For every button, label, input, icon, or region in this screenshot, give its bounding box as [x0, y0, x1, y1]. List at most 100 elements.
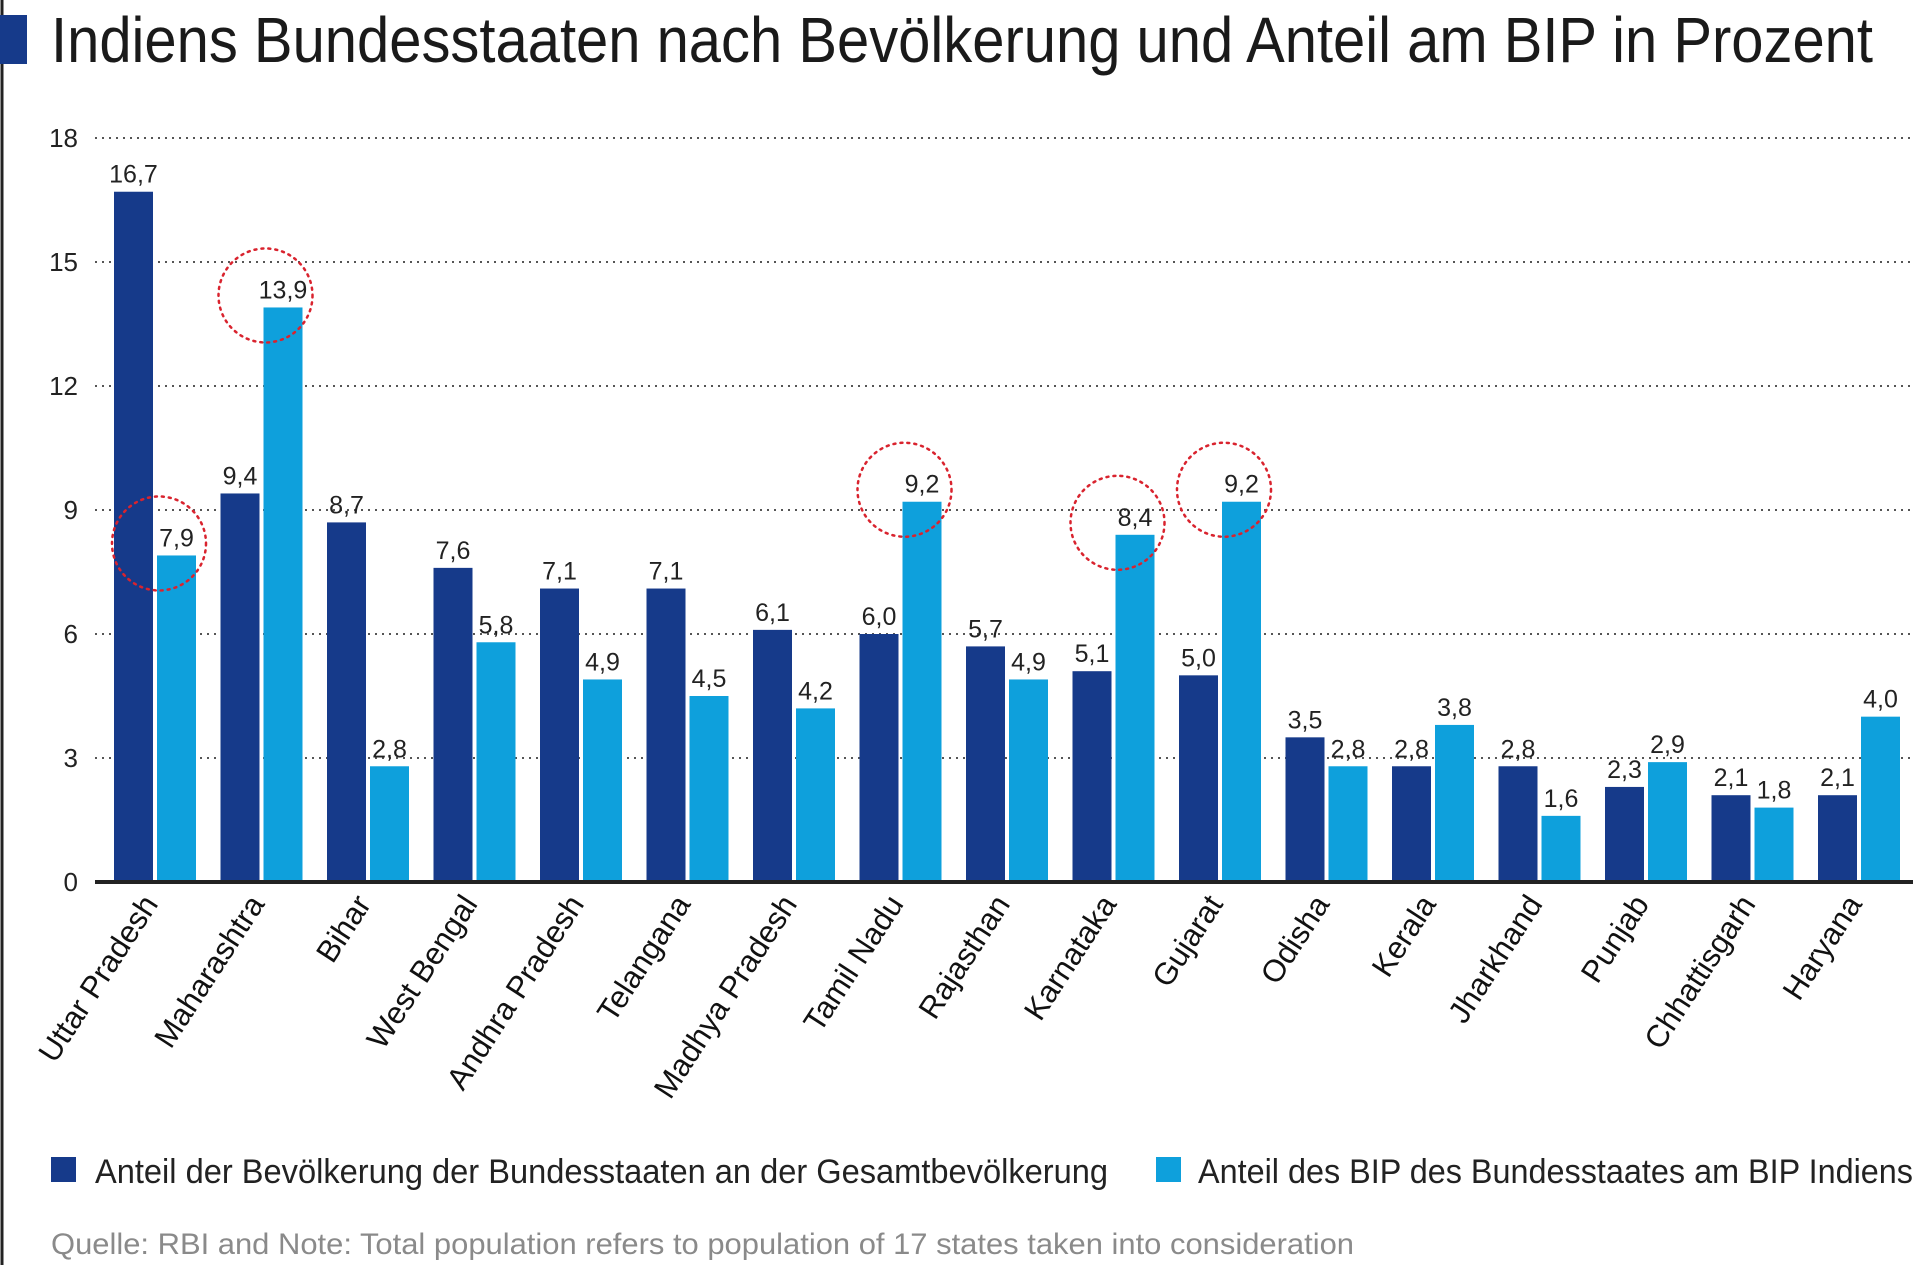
highlight-circle — [1069, 474, 1166, 572]
x-tick-label: Karnataka — [1017, 888, 1124, 1026]
x-tick-label: West Bengal — [360, 889, 485, 1055]
bar-gdp — [157, 555, 196, 882]
data-label: 2,8 — [372, 735, 407, 763]
bar-population — [1818, 795, 1857, 882]
y-tick-label: 15 — [49, 247, 78, 277]
data-label: 5,0 — [1181, 644, 1216, 672]
bar-gdp — [689, 696, 729, 882]
y-tick-label: 3 — [64, 743, 78, 773]
highlight-circle — [110, 495, 208, 592]
data-label: 1,8 — [1757, 777, 1792, 805]
y-tick-label: 18 — [49, 123, 78, 153]
data-label: 7,6 — [436, 537, 471, 565]
bar-population — [859, 634, 899, 882]
data-label: 8,4 — [1118, 504, 1153, 532]
bar-gdp — [583, 679, 622, 882]
data-label: 4,5 — [692, 665, 727, 693]
data-label: 5,8 — [479, 611, 514, 639]
bar-population — [433, 567, 473, 882]
bar-population — [966, 646, 1005, 882]
bar-population — [220, 493, 260, 882]
bar-population — [1605, 786, 1644, 882]
legend-label-population: Anteil der Bevölkerung der Bundesstaaten… — [95, 1153, 1108, 1191]
data-label: 2,8 — [1394, 735, 1429, 763]
data-label: 16,7 — [109, 161, 158, 189]
x-tick-label: Tamil Nadu — [797, 889, 911, 1038]
x-tick-label: Jharkhand — [1441, 889, 1549, 1029]
bar-population — [1711, 795, 1751, 882]
data-label: 5,1 — [1075, 640, 1110, 668]
bar-population — [1285, 737, 1325, 882]
bar-population — [1072, 671, 1112, 882]
y-tick-label: 6 — [64, 619, 78, 649]
chart-title: Indiens Bundesstaaten nach Bevölkerung u… — [51, 4, 1873, 76]
data-label: 9,4 — [223, 462, 258, 490]
bar-gdp — [796, 708, 835, 882]
legend-label-gdp: Anteil des BIP des Bundesstaates am BIP … — [1198, 1153, 1913, 1191]
data-label: 13,9 — [259, 276, 308, 304]
bar-population — [1498, 766, 1538, 882]
bar-population — [753, 629, 792, 882]
bar-population — [327, 522, 366, 882]
x-tick-label: Uttar Pradesh — [31, 889, 165, 1068]
y-tick-label: 0 — [64, 867, 78, 897]
data-label: 4,2 — [798, 677, 833, 705]
data-label: 2,1 — [1820, 764, 1855, 792]
data-label: 2,1 — [1714, 764, 1749, 792]
x-tick-label: Gujarat — [1145, 888, 1230, 993]
data-label: 3,8 — [1437, 694, 1472, 722]
data-label: 3,5 — [1288, 706, 1323, 734]
highlight-circle — [217, 247, 314, 344]
title-marker — [0, 15, 27, 64]
bar-gdp — [1435, 724, 1474, 882]
bar-gdp — [370, 766, 409, 882]
bar-gdp — [1648, 762, 1687, 882]
bar-population — [114, 191, 153, 882]
bar-population — [540, 588, 579, 882]
y-tick-label: 9 — [64, 495, 78, 525]
bar-population — [1179, 675, 1218, 882]
bar-gdp — [1009, 679, 1048, 882]
highlight-circle — [856, 441, 953, 538]
bar-gdp — [476, 642, 516, 882]
data-label: 2,3 — [1607, 756, 1642, 784]
bar-population — [646, 588, 686, 882]
y-tick-label: 12 — [49, 371, 78, 401]
data-label: 4,9 — [585, 648, 620, 676]
x-tick-label: Haryana — [1776, 888, 1870, 1006]
data-label: 5,7 — [968, 615, 1003, 643]
bar-gdp — [1541, 815, 1581, 882]
x-tick-label: Chhattisgarh — [1637, 889, 1762, 1055]
data-label: 7,9 — [159, 524, 194, 552]
bar-population — [1392, 766, 1431, 882]
x-tick-label: Bihar — [309, 889, 378, 969]
x-tick-label: Kerala — [1365, 888, 1444, 983]
x-tick-label: Rajasthan — [911, 889, 1016, 1025]
data-label: 2,8 — [1331, 735, 1366, 763]
data-label: 6,1 — [755, 599, 790, 627]
bar-gdp — [1115, 534, 1155, 882]
x-tick-label: Punjab — [1574, 889, 1656, 989]
source-note: Quelle: RBI and Note: Total population r… — [51, 1228, 1354, 1261]
data-label: 6,0 — [862, 603, 897, 631]
x-tick-label: Maharashtra — [147, 888, 272, 1054]
x-tick-label: Odisha — [1254, 888, 1337, 990]
highlight-circle — [1175, 441, 1273, 538]
data-label: 7,1 — [649, 558, 684, 586]
x-tick-label: Telangana — [590, 888, 698, 1028]
bar-gdp — [902, 501, 942, 882]
data-label: 7,1 — [542, 558, 577, 586]
data-label: 8,7 — [329, 491, 364, 519]
data-label: 2,8 — [1501, 735, 1536, 763]
data-label: 9,2 — [905, 471, 940, 499]
data-label: 1,6 — [1544, 785, 1579, 813]
data-label: 4,9 — [1011, 648, 1046, 676]
data-label: 2,9 — [1650, 731, 1685, 759]
legend-swatch-population — [51, 1157, 76, 1182]
bar-gdp — [263, 307, 303, 882]
data-label: 9,2 — [1224, 471, 1259, 499]
bar-gdp — [1328, 766, 1368, 882]
bar-gdp — [1754, 807, 1794, 882]
bar-gdp — [1861, 716, 1900, 882]
